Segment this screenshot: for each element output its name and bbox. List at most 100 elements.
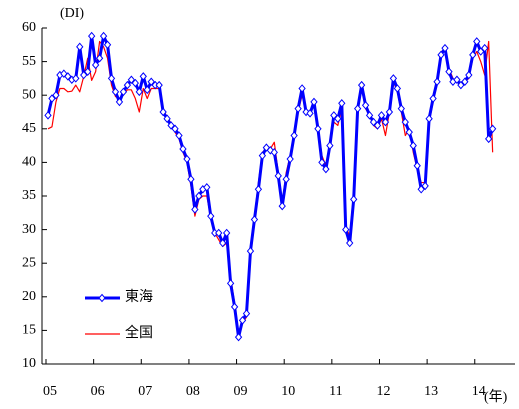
- marker: [111, 87, 120, 97]
- marker: [159, 107, 167, 117]
- marker: [346, 238, 354, 248]
- marker: [445, 67, 453, 76]
- marker: [107, 74, 116, 83]
- marker: [318, 158, 326, 167]
- marker: [270, 148, 278, 157]
- marker: [286, 154, 294, 164]
- marker: [469, 50, 477, 60]
- y-tick-label: 15: [22, 323, 36, 338]
- marker: [191, 205, 199, 214]
- marker: [485, 134, 493, 144]
- marker: [433, 77, 441, 87]
- marker: [95, 53, 104, 63]
- x-tick-label: 13: [424, 384, 438, 399]
- marker: [175, 131, 183, 140]
- x-tick-label: 08: [186, 384, 200, 399]
- marker: [246, 246, 255, 256]
- marker: [290, 131, 298, 140]
- marker: [183, 154, 191, 164]
- marker: [76, 42, 84, 52]
- x-tick-label: 10: [281, 384, 295, 399]
- marker: [282, 174, 290, 184]
- marker: [481, 43, 489, 53]
- marker: [350, 195, 358, 204]
- marker: [393, 84, 402, 93]
- marker: [80, 70, 88, 80]
- marker: [250, 215, 259, 224]
- marker: [195, 191, 203, 201]
- marker: [397, 104, 405, 113]
- marker: [155, 80, 163, 90]
- marker: [278, 201, 286, 211]
- marker: [187, 174, 195, 184]
- marker: [99, 31, 108, 41]
- y-tick-label: 10: [22, 356, 36, 371]
- marker: [306, 109, 314, 118]
- marker: [91, 60, 100, 70]
- legend-label: 東海: [125, 289, 153, 305]
- legend-label: 全国: [125, 324, 153, 341]
- y-tick-label: 50: [22, 87, 36, 102]
- marker: [254, 185, 263, 194]
- marker: [437, 50, 445, 60]
- marker: [215, 228, 223, 238]
- y-tick-label: 35: [22, 188, 36, 203]
- marker: [226, 279, 235, 288]
- marker: [238, 316, 247, 325]
- x-unit: (年): [484, 389, 508, 405]
- marker: [135, 87, 143, 97]
- marker: [413, 161, 421, 171]
- marker: [298, 84, 306, 93]
- marker: [163, 114, 171, 123]
- marker: [234, 332, 243, 342]
- marker: [457, 80, 465, 90]
- marker: [425, 114, 433, 123]
- marker: [373, 121, 382, 130]
- x-tick-label: 11: [329, 384, 342, 399]
- marker: [147, 77, 155, 87]
- marker: [294, 104, 302, 113]
- marker: [222, 228, 231, 238]
- x-tick-label: 14: [472, 384, 486, 399]
- y-tick-label: 25: [22, 255, 36, 270]
- marker: [230, 302, 239, 312]
- marker: [179, 144, 187, 154]
- y-tick-label: 40: [22, 155, 36, 170]
- marker: [103, 40, 112, 50]
- marker: [369, 117, 378, 127]
- y-tick-label: 60: [22, 20, 36, 35]
- marker: [357, 80, 366, 90]
- marker: [405, 127, 413, 137]
- x-tick-label: 09: [234, 384, 248, 399]
- y-tick-label: 30: [22, 222, 36, 237]
- y-tick-label: 45: [22, 121, 36, 136]
- marker: [203, 182, 211, 192]
- marker: [84, 67, 92, 76]
- marker: [473, 37, 481, 46]
- marker: [131, 78, 139, 88]
- marker: [338, 98, 346, 108]
- marker: [48, 94, 56, 103]
- marker: [322, 164, 330, 174]
- marker: [64, 72, 72, 81]
- marker: [429, 94, 437, 103]
- marker: [274, 171, 282, 181]
- marker: [326, 141, 334, 150]
- y-tick-label: 55: [22, 54, 36, 69]
- x-tick-label: 06: [91, 384, 105, 399]
- marker: [314, 124, 322, 134]
- marker: [242, 309, 251, 318]
- marker: [389, 74, 398, 83]
- marker: [123, 80, 132, 90]
- legend-marker: [98, 293, 106, 303]
- marker: [115, 97, 124, 107]
- marker: [127, 75, 136, 85]
- x-tick-label: 07: [138, 384, 152, 399]
- marker: [167, 121, 175, 130]
- marker: [421, 181, 429, 191]
- marker: [119, 87, 128, 97]
- marker: [342, 225, 350, 234]
- marker: [143, 85, 151, 95]
- y-tick-label: 20: [22, 289, 36, 304]
- marker: [381, 117, 390, 127]
